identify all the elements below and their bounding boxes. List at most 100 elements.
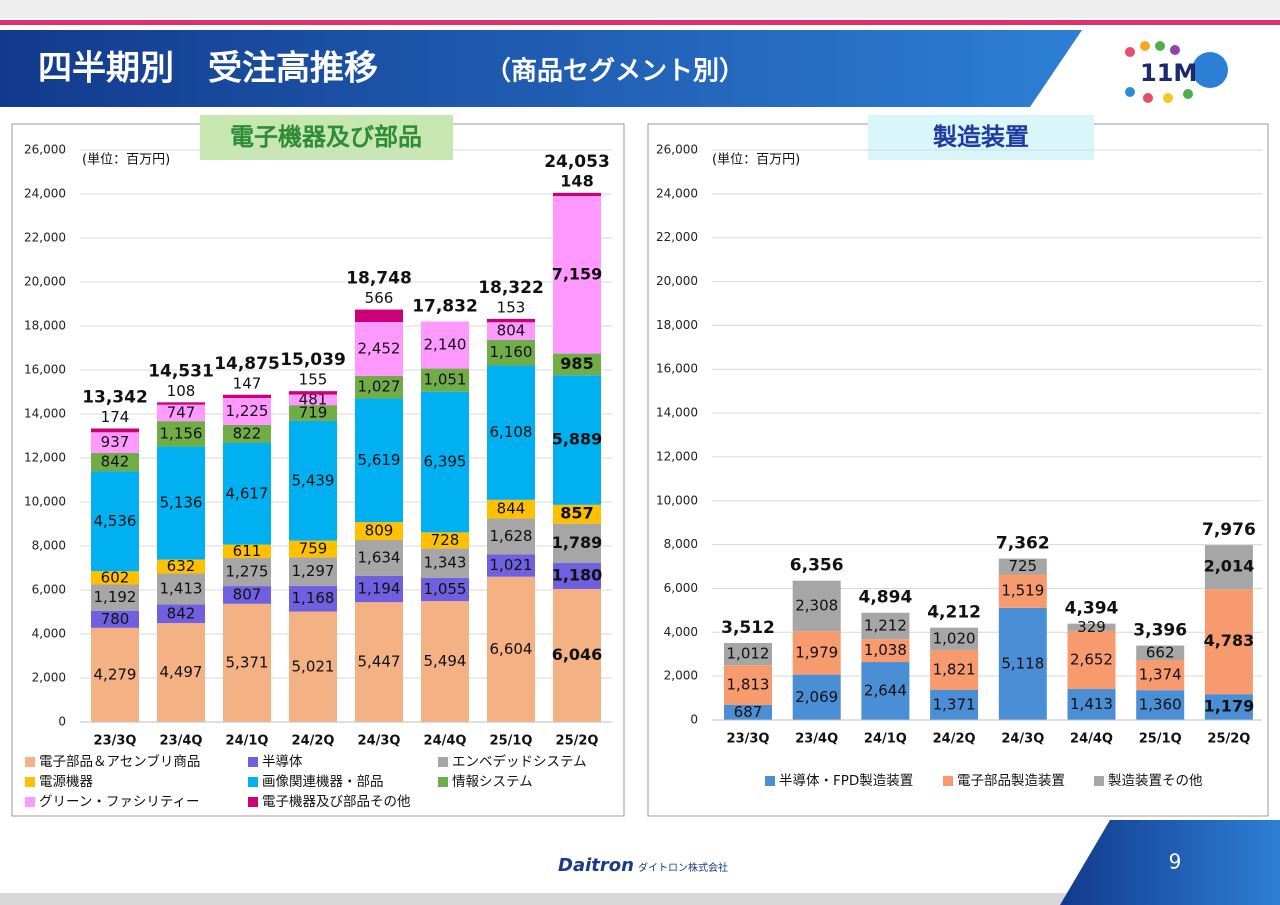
x-tick-label: 25/1Q bbox=[1139, 732, 1182, 747]
bar-segment bbox=[91, 432, 139, 453]
legend-marker bbox=[438, 757, 448, 767]
y-tick-label: 24,000 bbox=[24, 187, 66, 201]
page-subtitle: （商品セグメント別） bbox=[485, 56, 745, 87]
data-label: 147 bbox=[233, 374, 262, 392]
data-label: 842 bbox=[167, 604, 196, 622]
data-label: 1,371 bbox=[933, 695, 976, 713]
bottom-band bbox=[0, 893, 1280, 905]
bar-segment bbox=[157, 446, 205, 560]
legend-marker bbox=[248, 797, 258, 807]
bar-segment bbox=[91, 452, 139, 472]
x-tick-label: 23/4Q bbox=[160, 734, 203, 749]
bar-segment bbox=[861, 612, 910, 640]
data-label: 5,447 bbox=[358, 653, 401, 671]
data-label: 807 bbox=[233, 585, 262, 603]
legend-label: エンベデッドシステム bbox=[452, 753, 587, 770]
bar-segment bbox=[1204, 694, 1253, 720]
data-label: 174 bbox=[101, 408, 130, 426]
bar-segment bbox=[421, 532, 469, 549]
right-title-box bbox=[868, 115, 1094, 160]
data-label: 6,395 bbox=[424, 453, 467, 471]
bar-segment bbox=[157, 421, 205, 447]
bar-segment bbox=[355, 602, 403, 722]
y-tick-label: 26,000 bbox=[656, 143, 698, 157]
bar-segment bbox=[487, 576, 535, 722]
data-label: 7,159 bbox=[552, 264, 603, 283]
y-tick-label: 8,000 bbox=[32, 539, 66, 553]
company-name: ダイトロン株式会社 bbox=[638, 861, 728, 874]
y-tick-label: 2,000 bbox=[32, 671, 66, 685]
data-label: 4,279 bbox=[94, 665, 137, 683]
bar-segment bbox=[1067, 630, 1116, 690]
logo-text: 11M bbox=[1140, 59, 1197, 87]
legend-label: グリーン・ファシリティー bbox=[39, 794, 200, 810]
bar-segment bbox=[553, 523, 601, 564]
bar-segment bbox=[724, 643, 772, 666]
bar-segment bbox=[421, 548, 469, 578]
total-label: 13,342 bbox=[82, 387, 148, 407]
data-label: 1,813 bbox=[727, 676, 770, 694]
data-label: 1,179 bbox=[1204, 697, 1255, 716]
bar-segment bbox=[487, 339, 535, 366]
total-label: 3,396 bbox=[1133, 621, 1187, 641]
bar-segment bbox=[355, 375, 403, 399]
bar-segment bbox=[1136, 645, 1185, 661]
data-label: 4,617 bbox=[226, 484, 269, 502]
x-tick-label: 23/3Q bbox=[94, 734, 137, 749]
y-tick-label: 12,000 bbox=[24, 451, 66, 465]
y-tick-label: 26,000 bbox=[24, 143, 66, 157]
legend-label: 電子機器及び部品その他 bbox=[262, 794, 411, 810]
data-label: 2,644 bbox=[864, 682, 907, 700]
y-tick-label: 16,000 bbox=[656, 362, 698, 376]
unit-label: (単位：百万円) bbox=[82, 152, 170, 168]
legend-marker bbox=[438, 777, 448, 787]
total-label: 18,322 bbox=[478, 278, 544, 298]
data-label: 2,140 bbox=[424, 336, 467, 354]
data-label: 1,821 bbox=[933, 660, 976, 678]
data-label: 1,027 bbox=[358, 378, 401, 396]
data-label: 566 bbox=[365, 289, 394, 307]
y-tick-label: 22,000 bbox=[24, 231, 66, 245]
data-label: 5,439 bbox=[292, 471, 335, 489]
data-label: 1,343 bbox=[424, 554, 467, 572]
bar-segment bbox=[724, 665, 772, 705]
legend-label: 半導体 bbox=[262, 754, 303, 770]
legend-label: 電子部品製造装置 bbox=[957, 773, 1065, 789]
legend-marker bbox=[943, 776, 953, 786]
bar-segment bbox=[1136, 660, 1185, 691]
bar-segment bbox=[157, 404, 205, 422]
data-label: 687 bbox=[734, 703, 763, 721]
data-label: 1,020 bbox=[933, 629, 976, 647]
bar-segment bbox=[487, 518, 535, 555]
data-label: 1,634 bbox=[358, 548, 401, 566]
data-label: 780 bbox=[101, 610, 130, 628]
legend-label: 半導体・FPD製造装置 bbox=[779, 773, 913, 789]
data-label: 5,118 bbox=[1001, 654, 1044, 672]
total-label: 3,512 bbox=[721, 618, 775, 638]
bar-segment bbox=[421, 368, 469, 392]
bar-segment bbox=[91, 627, 139, 722]
data-label: 5,136 bbox=[160, 494, 203, 512]
x-tick-label: 25/2Q bbox=[1207, 732, 1250, 747]
y-tick-label: 0 bbox=[690, 713, 698, 727]
bar-segment bbox=[792, 674, 841, 720]
data-label: 937 bbox=[101, 433, 130, 451]
bar-segment bbox=[223, 586, 271, 604]
data-label: 1,519 bbox=[1001, 582, 1044, 600]
bar-segment bbox=[91, 471, 139, 572]
data-label: 329 bbox=[1077, 618, 1106, 636]
x-tick-label: 24/2Q bbox=[933, 732, 976, 747]
data-label: 1,212 bbox=[864, 616, 907, 634]
legend-label: 情報システム bbox=[452, 774, 533, 790]
bar-segment bbox=[289, 394, 337, 406]
page-number: 9 bbox=[1169, 850, 1182, 874]
data-label: 1,012 bbox=[727, 645, 770, 663]
data-label: 747 bbox=[167, 403, 196, 421]
bar-segment bbox=[553, 375, 601, 505]
legend-marker bbox=[765, 776, 775, 786]
data-label: 1,038 bbox=[864, 641, 907, 659]
bar-segment bbox=[553, 353, 601, 376]
data-label: 4,783 bbox=[1204, 631, 1255, 650]
data-label: 1,180 bbox=[552, 566, 603, 585]
